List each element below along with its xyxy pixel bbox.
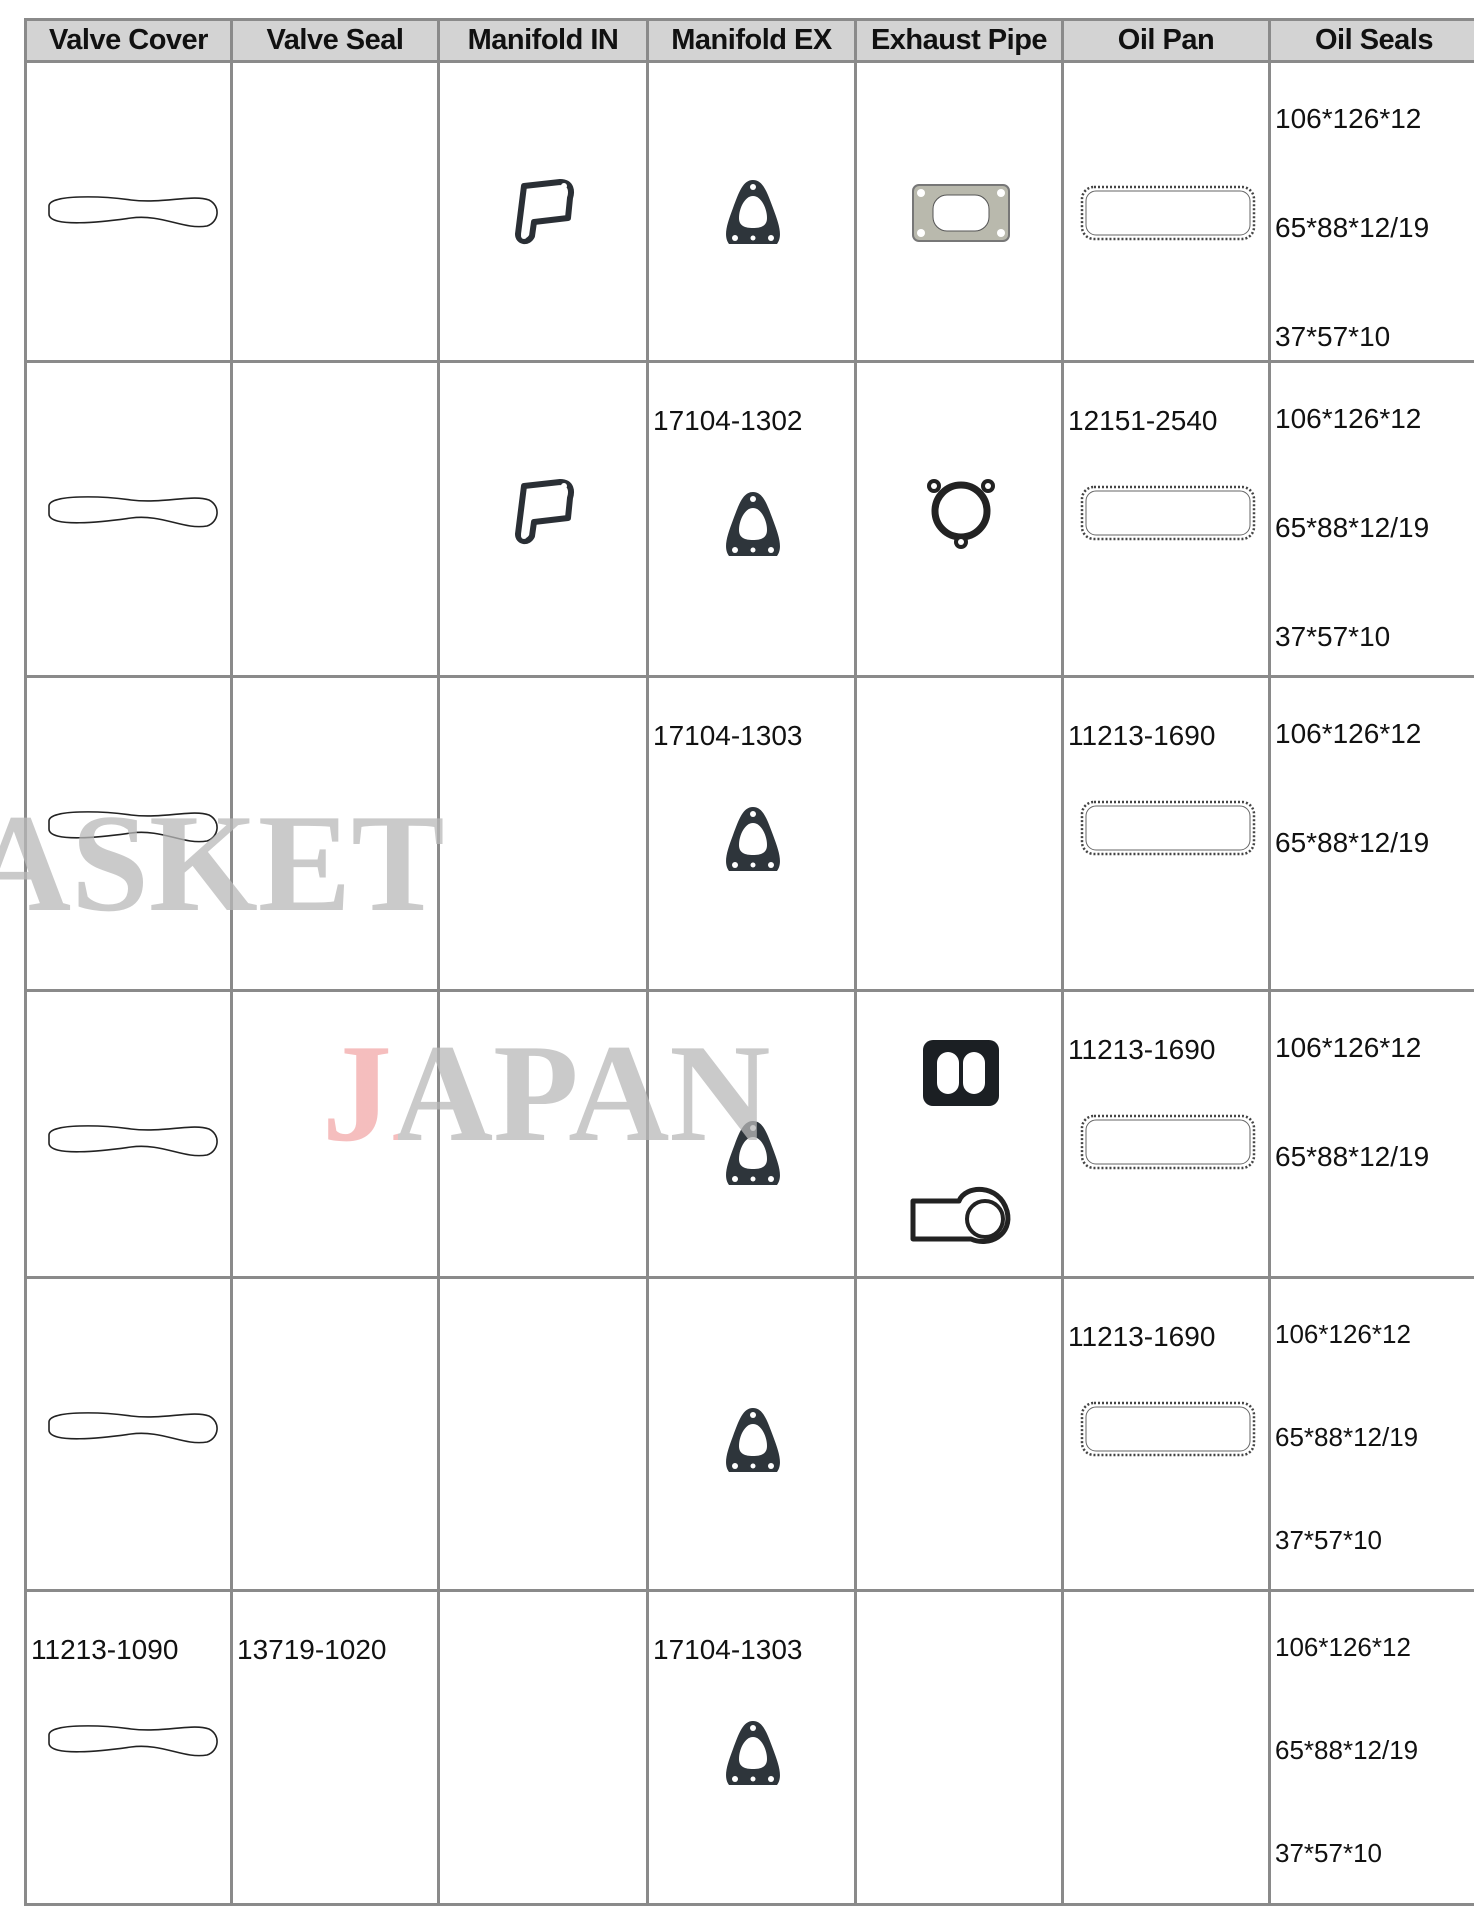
part-number: 17104-1303 xyxy=(653,720,803,751)
seal-size: 106*126*12 xyxy=(1275,718,1422,749)
table-cell xyxy=(440,992,649,1279)
table-cell xyxy=(233,678,440,992)
table-cell xyxy=(233,363,440,678)
table-cell: 106*126*12 65*88*12/19 37*57*10 xyxy=(1271,1279,1474,1592)
part-number: 13719-1020 xyxy=(237,1634,387,1665)
seal-size: 37*57*10 xyxy=(1275,621,1391,652)
gasket-image xyxy=(47,811,218,843)
table-cell: 106*126*12 65*88*12/19 37*57*10 xyxy=(1271,63,1474,363)
part-number: 12151-2540 xyxy=(1068,405,1218,436)
gasket-image xyxy=(1080,1401,1255,1457)
column-header: Oil Seals xyxy=(1271,18,1474,63)
seal-size: 37*57*10 xyxy=(1275,1838,1382,1868)
table-cell xyxy=(440,1592,649,1906)
gasket-image xyxy=(922,1040,999,1106)
table-cell: 11213-1690 xyxy=(1064,992,1271,1279)
seal-size: 65*88*12/19 xyxy=(1275,512,1430,543)
table-cell xyxy=(649,63,857,363)
table-cell xyxy=(24,678,233,992)
table-cell xyxy=(24,992,233,1279)
table-cell xyxy=(857,1279,1064,1592)
table-cell: 17104-1302 xyxy=(649,363,857,678)
gasket-image xyxy=(47,1412,218,1444)
table-cell xyxy=(24,363,233,678)
gasket-image xyxy=(1080,1114,1255,1170)
table-cell: 106*126*12 65*88*12/19 37*57*10 xyxy=(1271,1592,1474,1906)
seal-size: 65*88*12/19 xyxy=(1275,1141,1430,1172)
table-cell xyxy=(857,63,1064,363)
table-cell xyxy=(857,1592,1064,1906)
table-cell: 106*126*12 65*88*12/19 37*57*10 xyxy=(1271,363,1474,678)
table-cell xyxy=(233,1279,440,1592)
table-cell: 12151-2540 xyxy=(1064,363,1271,678)
gasket-image xyxy=(47,496,218,528)
column-header: Manifold IN xyxy=(440,18,649,63)
table-cell xyxy=(24,63,233,363)
table-cell: 106*126*12 65*88*12/19 xyxy=(1271,678,1474,992)
gasket-image xyxy=(726,1721,780,1785)
seal-size: 65*88*12/19 xyxy=(1275,1735,1419,1765)
seal-size: 65*88*12/19 xyxy=(1275,827,1430,858)
part-number: 17104-1302 xyxy=(653,405,803,436)
seal-size: 106*126*12 xyxy=(1275,1319,1411,1349)
table-cell xyxy=(233,63,440,363)
table-cell xyxy=(1064,63,1271,363)
gasket-image xyxy=(726,807,780,871)
column-header: Exhaust Pipe xyxy=(857,18,1064,63)
gasket-image xyxy=(910,1186,1010,1244)
table-cell: 17104-1303 xyxy=(649,678,857,992)
gasket-image xyxy=(926,479,995,549)
gasket-image xyxy=(514,479,574,544)
table-cell xyxy=(1064,1592,1271,1906)
gasket-image xyxy=(726,1121,780,1185)
gasket-image xyxy=(726,180,780,244)
seal-size: 37*57*10 xyxy=(1275,1525,1382,1555)
seal-size: 106*126*12 xyxy=(1275,103,1422,134)
column-header: Oil Pan xyxy=(1064,18,1271,63)
table-cell xyxy=(440,1279,649,1592)
seal-size: 37*57*10 xyxy=(1275,321,1391,352)
table-cell xyxy=(440,363,649,678)
seal-size: 106*126*12 xyxy=(1275,403,1422,434)
part-number: 17104-1303 xyxy=(653,1634,803,1665)
gasket-image xyxy=(911,184,1010,242)
part-number: 11213-1690 xyxy=(1068,720,1216,751)
gasket-image xyxy=(1080,485,1255,541)
gasket-image xyxy=(514,179,574,244)
table-cell xyxy=(649,992,857,1279)
column-header: Valve Seal xyxy=(233,18,440,63)
seal-size: 106*126*12 xyxy=(1275,1632,1411,1662)
table-cell xyxy=(440,63,649,363)
part-number: 11213-1090 xyxy=(31,1634,179,1665)
gasket-image xyxy=(47,1725,218,1757)
seal-size: 106*126*12 xyxy=(1275,1032,1422,1063)
seal-size: 65*88*12/19 xyxy=(1275,212,1430,243)
table-cell: 11213-1690 xyxy=(1064,678,1271,992)
table-cell: 11213-1090 xyxy=(24,1592,233,1906)
gasket-image xyxy=(1080,185,1255,241)
part-number: 11213-1690 xyxy=(1068,1321,1216,1352)
gasket-image xyxy=(726,1408,780,1472)
table-cell: 11213-1690 xyxy=(1064,1279,1271,1592)
table-cell xyxy=(649,1279,857,1592)
table-cell xyxy=(440,678,649,992)
gasket-image xyxy=(47,196,218,228)
seal-size: 65*88*12/19 xyxy=(1275,1422,1419,1452)
table-cell: 13719-1020 xyxy=(233,1592,440,1906)
table-cell: 17104-1303 xyxy=(649,1592,857,1906)
gasket-image xyxy=(726,492,780,556)
table-cell xyxy=(857,363,1064,678)
part-number: 11213-1690 xyxy=(1068,1034,1216,1065)
table-cell xyxy=(233,992,440,1279)
gasket-image xyxy=(47,1125,218,1157)
table-cell xyxy=(857,678,1064,992)
column-header: Valve Cover xyxy=(24,18,233,63)
table-cell xyxy=(857,992,1064,1279)
table-cell: 106*126*12 65*88*12/19 xyxy=(1271,992,1474,1279)
gasket-image xyxy=(1080,800,1255,856)
table-cell xyxy=(24,1279,233,1592)
column-header: Manifold EX xyxy=(649,18,857,63)
